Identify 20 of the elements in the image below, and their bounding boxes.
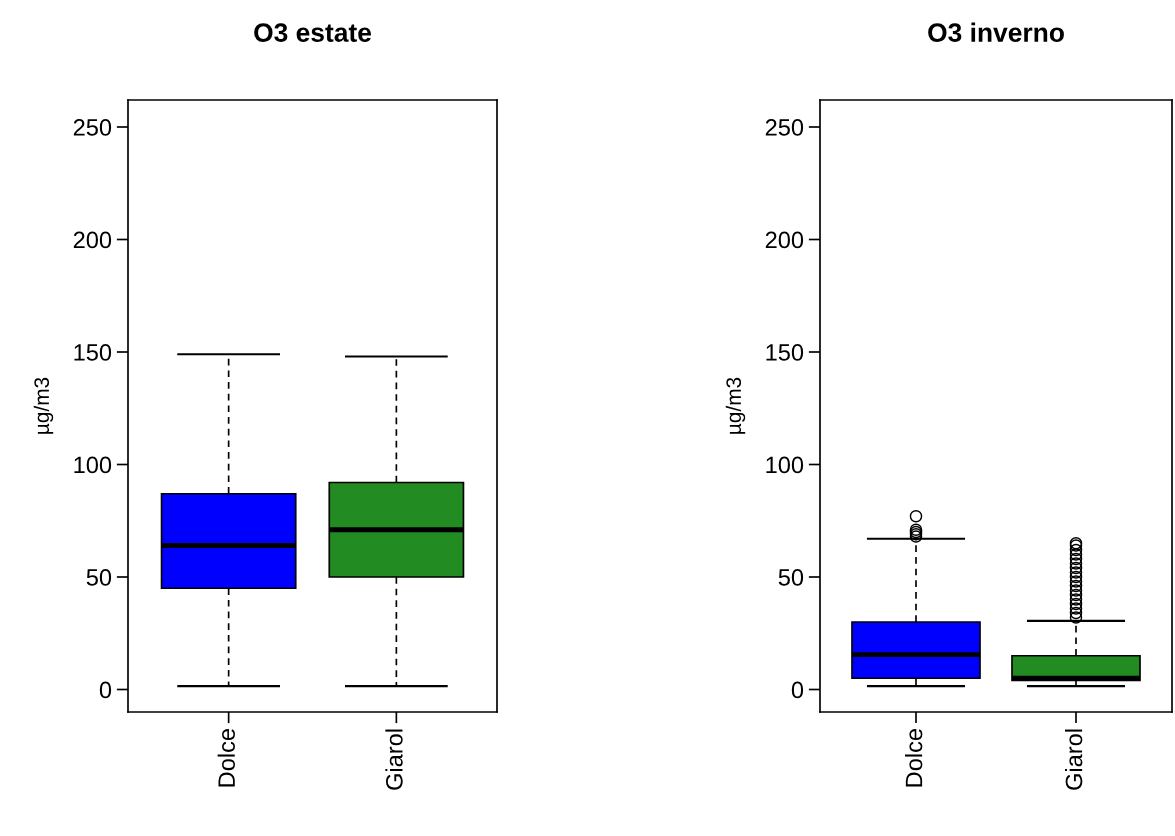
y-tick-label: 200 xyxy=(765,231,804,249)
y-axis-title: µg/m3 xyxy=(725,377,746,434)
x-tick-label: Dolce xyxy=(217,729,235,787)
x-tick-label: Giarol xyxy=(1064,729,1083,790)
y-axis-title: µg/m3 xyxy=(33,377,54,434)
y-tick-label: 250 xyxy=(765,119,804,136)
y-tick-label: 200 xyxy=(73,231,112,249)
y-tick-label: 50 xyxy=(778,569,804,586)
x-tick-label: Dolce xyxy=(904,729,923,787)
y-tick-label: 50 xyxy=(86,569,112,586)
y-tick-label: 150 xyxy=(766,344,804,361)
y-tick-label: 100 xyxy=(766,456,804,474)
y-tick-label: 100 xyxy=(74,456,112,474)
y-tick-label: 250 xyxy=(73,119,112,136)
chart-title: O3 inverno xyxy=(928,22,1064,42)
y-tick-label: 150 xyxy=(74,344,112,361)
y-tick-label: 0 xyxy=(99,681,112,699)
chart-title: O3 estate xyxy=(254,23,372,42)
x-tick-label: Giarol xyxy=(385,729,403,790)
y-tick-label: 0 xyxy=(791,681,804,699)
